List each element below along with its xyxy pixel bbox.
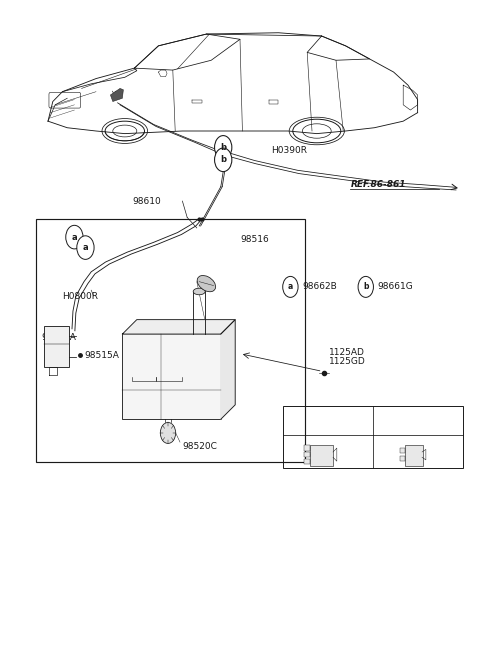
Bar bbox=[304, 452, 310, 457]
Text: 98510A: 98510A bbox=[42, 333, 77, 342]
Bar bbox=[122, 334, 221, 419]
Text: 98516: 98516 bbox=[240, 235, 269, 244]
Bar bbox=[400, 456, 405, 461]
Text: 98520C: 98520C bbox=[182, 441, 217, 451]
Circle shape bbox=[215, 136, 232, 159]
Ellipse shape bbox=[193, 288, 205, 295]
Bar bbox=[283, 406, 463, 468]
Text: 98662B: 98662B bbox=[302, 282, 337, 291]
Bar bbox=[304, 445, 310, 451]
Circle shape bbox=[358, 276, 373, 297]
Text: 98622: 98622 bbox=[139, 352, 168, 362]
Bar bbox=[36, 219, 305, 462]
Text: b: b bbox=[220, 143, 226, 152]
Text: 98610: 98610 bbox=[132, 196, 161, 206]
Text: REF.86-861: REF.86-861 bbox=[350, 180, 406, 189]
Circle shape bbox=[215, 148, 232, 172]
Text: H0800R: H0800R bbox=[62, 291, 98, 301]
Text: 98620: 98620 bbox=[144, 367, 173, 376]
Bar bbox=[400, 448, 405, 453]
Text: H0390R: H0390R bbox=[271, 146, 307, 155]
Polygon shape bbox=[221, 320, 235, 419]
Bar bbox=[405, 445, 423, 466]
Text: a: a bbox=[83, 243, 88, 252]
Text: a: a bbox=[288, 282, 293, 291]
Circle shape bbox=[77, 236, 94, 259]
Text: a: a bbox=[72, 233, 77, 242]
Circle shape bbox=[283, 276, 298, 297]
Circle shape bbox=[160, 422, 176, 443]
Text: 98661G: 98661G bbox=[378, 282, 413, 291]
Polygon shape bbox=[110, 88, 123, 102]
Text: 98515A: 98515A bbox=[84, 350, 119, 360]
Circle shape bbox=[66, 225, 83, 249]
Polygon shape bbox=[122, 320, 235, 334]
Bar bbox=[310, 445, 333, 466]
Text: 1125AD: 1125AD bbox=[329, 348, 365, 357]
Bar bbox=[304, 458, 310, 464]
Text: 1125GD: 1125GD bbox=[329, 357, 366, 366]
Text: b: b bbox=[220, 155, 226, 164]
Ellipse shape bbox=[197, 276, 216, 291]
Text: b: b bbox=[363, 282, 369, 291]
Text: 98623: 98623 bbox=[179, 339, 207, 348]
Bar bbox=[44, 326, 69, 367]
